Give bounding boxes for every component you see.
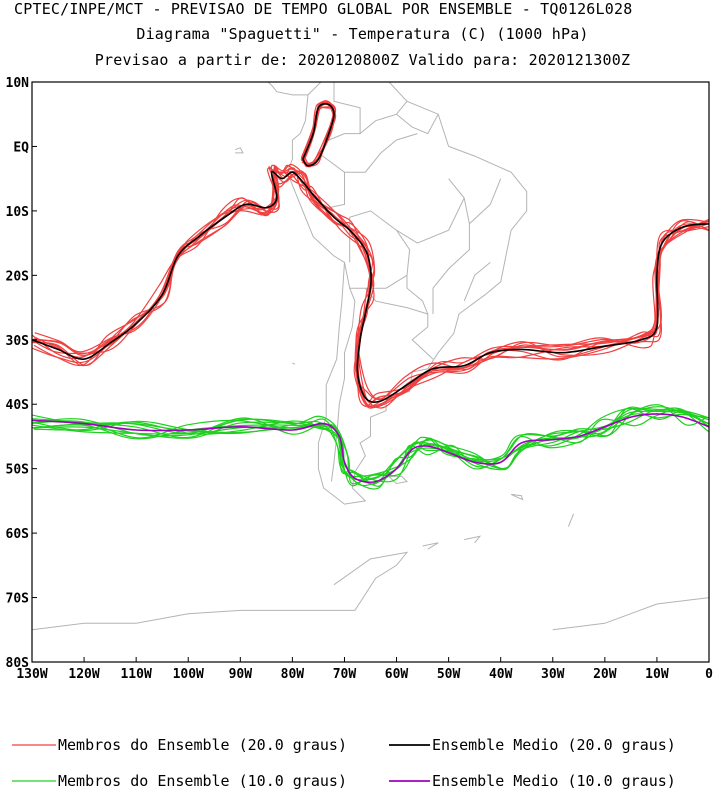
lon-label: 80W xyxy=(281,667,305,682)
lat-label: 40S xyxy=(6,398,30,413)
member-contour-20 xyxy=(32,173,709,400)
lon-label: 30W xyxy=(541,667,565,682)
lon-label: 60W xyxy=(385,667,409,682)
mean-contour-20 xyxy=(32,170,709,403)
legend-members-10: Membros do Ensemble (10.0 graus) xyxy=(58,772,347,790)
island-coastline xyxy=(234,147,244,154)
lon-label: 20W xyxy=(593,667,617,682)
lon-axis: 130W 120W 110W 100W 90W 80W 70W 60W 50W 40W 30W 20W… xyxy=(16,657,713,682)
caribbean-coastline xyxy=(302,82,305,83)
legend-mean-20: Ensemble Medio (20.0 graus) xyxy=(432,736,676,754)
lat-label: 10N xyxy=(6,76,30,91)
lon-label: 90W xyxy=(229,667,253,682)
member-contour-10 xyxy=(32,406,709,481)
member-contour-10 xyxy=(32,404,707,478)
plot-frame xyxy=(31,81,710,663)
country-border xyxy=(406,275,429,315)
lat-label: 70S xyxy=(6,592,30,607)
lat-axis: 10N EQ 10S 20S 30S 40S 50S 60S 70S 80S xyxy=(6,76,37,671)
island-coastline xyxy=(552,597,709,631)
lon-label: 70W xyxy=(333,667,357,682)
mean-contour-20-loop xyxy=(302,103,335,167)
lat-label: 50S xyxy=(6,463,30,478)
country-border xyxy=(359,100,408,134)
lat-label: 80S xyxy=(6,656,30,671)
title-line-1: CPTEC/INPE/MCT - PREVISAO DE TEMPO GLOBA… xyxy=(14,0,633,18)
member-contour-20-loop xyxy=(301,106,336,164)
lon-label: 10W xyxy=(645,667,669,682)
legend-lines xyxy=(12,744,430,782)
island-coastline xyxy=(464,535,482,544)
country-border xyxy=(396,113,439,135)
title-line-2: Diagrama "Spaguetti" - Temperatura (C) (… xyxy=(136,25,589,43)
ensemble-mean-layer xyxy=(32,103,709,484)
lon-label: 110W xyxy=(120,667,151,682)
central-america-coastline xyxy=(255,82,308,96)
member-contour-10 xyxy=(32,407,709,481)
island-coastline xyxy=(32,551,409,631)
member-contour-10 xyxy=(32,409,709,490)
island-coastline xyxy=(388,475,409,485)
country-border xyxy=(432,223,470,314)
lon-label: 120W xyxy=(68,667,99,682)
lat-label: 10S xyxy=(6,205,30,220)
title-line-3: Previsao a partir de: 2020120800Z Valido… xyxy=(94,51,631,69)
lon-label: 40W xyxy=(489,667,513,682)
lat-label: 20S xyxy=(6,269,30,284)
legend-mean-10: Ensemble Medio (10.0 graus) xyxy=(432,772,676,790)
coastline-layer xyxy=(32,82,709,631)
legend-members-20: Membros do Ensemble (20.0 graus) xyxy=(58,736,347,754)
country-border xyxy=(328,82,361,141)
lat-label: 60S xyxy=(6,527,30,542)
lat-label: EQ xyxy=(13,140,29,155)
island-coastline xyxy=(292,362,296,365)
country-border xyxy=(463,262,491,302)
country-border xyxy=(364,287,434,360)
island-coastline xyxy=(510,493,524,501)
country-border xyxy=(349,210,411,289)
mean-contour-10 xyxy=(32,413,709,484)
lon-label: 0 xyxy=(705,667,713,682)
country-border xyxy=(396,197,465,244)
island-coastline xyxy=(422,542,439,550)
lat-label: 30S xyxy=(6,334,30,349)
island-coastline xyxy=(567,513,575,527)
country-border xyxy=(448,178,502,225)
lon-label: 130W xyxy=(16,667,47,682)
south-america-coastline xyxy=(286,82,528,505)
lon-label: 50W xyxy=(437,667,461,682)
member-contour-20 xyxy=(32,165,709,409)
country-border xyxy=(344,133,418,173)
country-border xyxy=(330,262,356,482)
lon-label: 100W xyxy=(173,667,204,682)
